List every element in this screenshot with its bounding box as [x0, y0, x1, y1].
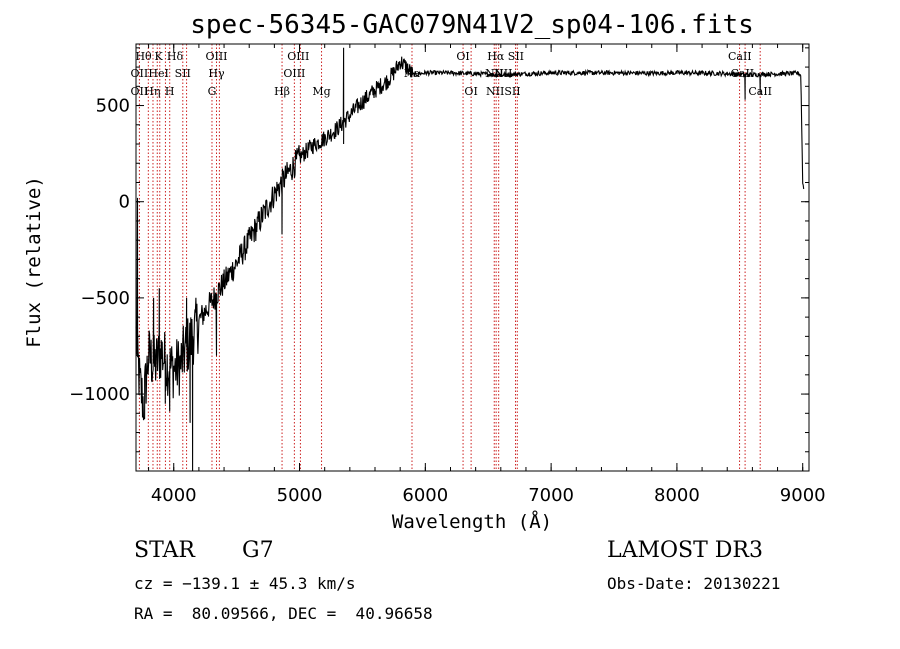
line-label-0-4: OIII	[287, 50, 309, 63]
y-axis-label: Flux (relative)	[23, 176, 45, 348]
line-label-1-2: SII	[175, 67, 191, 80]
x-tick-label-3: 7000	[528, 485, 574, 506]
y-tick-label-1: 0	[119, 192, 130, 213]
survey-name: LAMOST DR3	[607, 538, 763, 563]
redshift-velocity: cz = −139.1 ± 45.3 km/s	[134, 574, 356, 593]
y-tick-label-2: −500	[81, 288, 130, 309]
object-class: STAR	[134, 538, 195, 563]
line-label-1-7: NII	[494, 67, 512, 80]
object-subclass: G7	[242, 538, 274, 563]
line-label-2-6: OI	[464, 85, 477, 98]
line-label-0-2: Hδ	[167, 50, 184, 63]
line-label-0-1: K	[155, 50, 164, 63]
y-tick-label-0: 500	[96, 96, 130, 117]
line-label-2-5: Mg	[312, 85, 330, 98]
x-tick-label-1: 5000	[277, 485, 323, 506]
line-label-2-1: Hη	[144, 85, 160, 98]
x-axis-ticks: 4000 5000 6000 7000 8000 9000	[148, 44, 826, 506]
line-label-0-8: CaII	[728, 50, 752, 63]
x-axis-label: Wavelength (Å)	[392, 510, 552, 533]
line-label-0-7: SII	[508, 50, 524, 63]
line-label-1-0: OII	[131, 67, 149, 80]
x-tick-label-4: 8000	[654, 485, 700, 506]
line-label-2-4: Hβ	[274, 85, 290, 98]
line-label-1-4: OIII	[283, 67, 305, 80]
y-tick-label-3: −1000	[69, 384, 130, 405]
line-label-2-0: OII	[131, 85, 149, 98]
line-label-2-3: G	[208, 85, 217, 98]
spectrum-line	[135, 47, 805, 472]
y-axis-ticks: 500 0 −500 −1000	[69, 47, 809, 453]
observation-date: Obs-Date: 20130221	[607, 574, 781, 593]
plot-frame	[135, 43, 810, 472]
coordinates: RA = 80.09566, DEC = 40.96658	[134, 604, 433, 623]
line-label-0-5: OI	[456, 50, 469, 63]
line-label-0-6: Hα	[487, 50, 505, 63]
line-label-0-0: Hθ	[135, 50, 152, 63]
line-label-2-2: H	[165, 85, 175, 98]
line-label-2-7: NIISII	[486, 85, 521, 98]
line-label-1-3: Hγ	[208, 67, 225, 80]
x-tick-label-5: 9000	[780, 485, 826, 506]
line-label-1-6: NII	[485, 67, 503, 80]
chart-title: spec-56345-GAC079N41V2_sp04-106.fits	[190, 10, 754, 40]
line-label-0-3: OIII	[205, 50, 227, 63]
line-label-1-1: HeI	[148, 67, 168, 80]
x-tick-label-0: 4000	[151, 485, 197, 506]
emission-line-markers	[138, 44, 761, 471]
x-tick-label-2: 6000	[402, 485, 448, 506]
